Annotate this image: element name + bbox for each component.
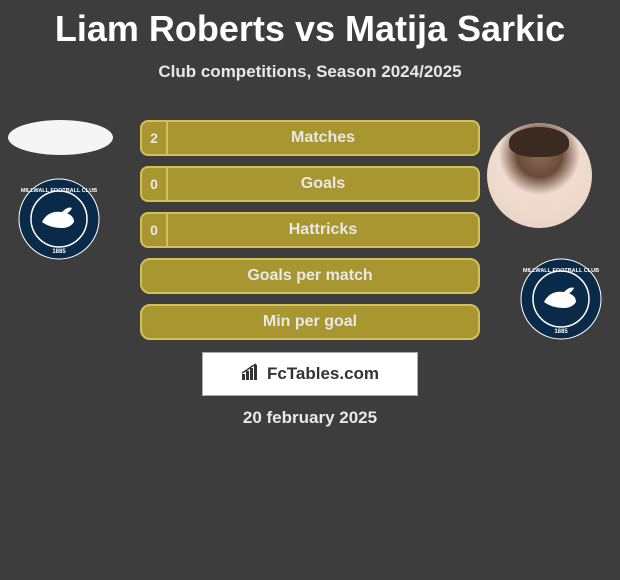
svg-text:MILLWALL FOOTBALL CLUB: MILLWALL FOOTBALL CLUB xyxy=(523,268,599,274)
stats-container: 2 Matches 0 Goals 0 Hattricks Goals per … xyxy=(140,120,480,350)
page-title: Liam Roberts vs Matija Sarkic xyxy=(0,0,620,50)
brand-box[interactable]: FcTables.com xyxy=(202,352,418,396)
svg-text:MILLWALL FOOTBALL CLUB: MILLWALL FOOTBALL CLUB xyxy=(21,188,97,194)
player-right-avatar xyxy=(487,123,592,228)
club-right-badge: MILLWALL FOOTBALL CLUB 1885 xyxy=(520,258,602,340)
stat-value: 0 xyxy=(140,212,168,248)
club-left-badge: MILLWALL FOOTBALL CLUB 1885 xyxy=(18,178,100,260)
player-left-avatar xyxy=(8,120,113,155)
stat-row-min-per-goal: Min per goal xyxy=(140,304,480,340)
stat-label: Hattricks xyxy=(168,212,480,248)
stat-label: Matches xyxy=(168,120,480,156)
stat-value: 2 xyxy=(140,120,168,156)
stat-row-hattricks: 0 Hattricks xyxy=(140,212,480,248)
date-label: 20 february 2025 xyxy=(0,408,620,428)
stat-row-goals: 0 Goals xyxy=(140,166,480,202)
chart-icon xyxy=(241,363,261,386)
subtitle: Club competitions, Season 2024/2025 xyxy=(0,62,620,82)
stat-row-matches: 2 Matches xyxy=(140,120,480,156)
brand-text: FcTables.com xyxy=(267,364,379,384)
stat-label: Goals per match xyxy=(140,258,480,294)
stat-value: 0 xyxy=(140,166,168,202)
stat-label: Min per goal xyxy=(140,304,480,340)
svg-text:1885: 1885 xyxy=(554,329,568,335)
stat-label: Goals xyxy=(168,166,480,202)
svg-text:1885: 1885 xyxy=(52,249,66,255)
stat-row-goals-per-match: Goals per match xyxy=(140,258,480,294)
